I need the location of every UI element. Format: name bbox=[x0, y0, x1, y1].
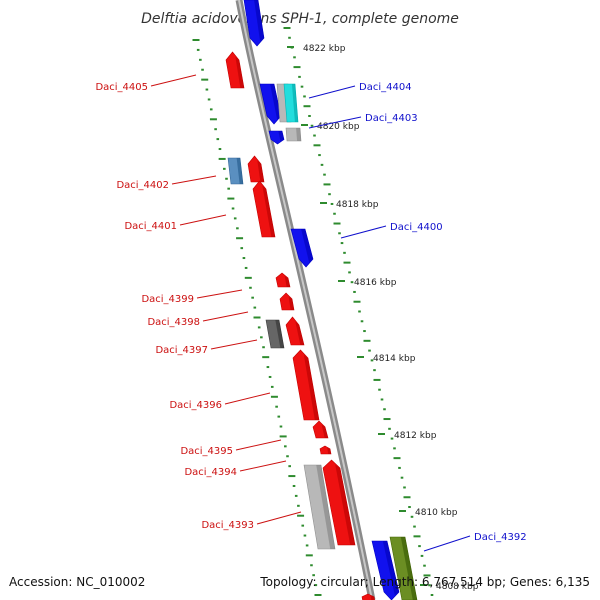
gene-daci-4404[interactable] bbox=[259, 83, 282, 125]
leader-line bbox=[308, 116, 362, 129]
kbp-label: 4810 kbp bbox=[415, 508, 458, 518]
kbp-label: 4818 kbp bbox=[336, 200, 379, 210]
gene-label-daci-4399[interactable]: Daci_4399 bbox=[141, 294, 194, 305]
gene-daci-4394[interactable] bbox=[322, 459, 356, 546]
topology-text: Topology: circular; Length: 6,767,514 bp… bbox=[259, 575, 590, 589]
leader-line bbox=[179, 214, 227, 226]
leader-line bbox=[171, 175, 217, 185]
gene-daci-4403-shade bbox=[278, 131, 284, 142]
gene-daci-4396[interactable] bbox=[292, 349, 320, 421]
leader-line bbox=[423, 535, 471, 552]
leader-line bbox=[256, 511, 302, 525]
gene-label-daci-4396[interactable]: Daci_4396 bbox=[169, 400, 222, 411]
gene-daci-4395[interactable] bbox=[312, 420, 329, 439]
gene-label-daci-4398[interactable]: Daci_4398 bbox=[147, 317, 200, 328]
gene-daci-4392-shade bbox=[382, 541, 399, 596]
gene-daci-4402-shade bbox=[236, 158, 243, 184]
gene-daci-4393[interactable] bbox=[303, 464, 336, 550]
gene-daci-4396-shade bbox=[303, 354, 319, 420]
leader-line bbox=[150, 74, 197, 87]
gene-label-daci-4400[interactable]: Daci_4400 bbox=[390, 222, 443, 233]
map-title: Delftia acidovorans SPH-1, complete geno… bbox=[141, 11, 459, 27]
gene-daci-4403b-shade bbox=[296, 128, 301, 141]
gene-label-daci-4393[interactable]: Daci_4393 bbox=[201, 520, 254, 531]
gene-daci-4402[interactable] bbox=[227, 157, 244, 185]
gene-daci-4401[interactable] bbox=[252, 180, 276, 238]
gene-bottom-red-shade bbox=[370, 595, 375, 600]
gene-daci-4394-shade bbox=[335, 464, 355, 545]
leader-line bbox=[235, 439, 282, 451]
gene-daci-4394a[interactable] bbox=[319, 445, 332, 455]
gene-daci-4399-shade bbox=[284, 275, 290, 287]
gene-features bbox=[225, 0, 418, 600]
gene-daci-4404c-shade bbox=[291, 84, 298, 122]
gene-daci-4394a-shade bbox=[327, 447, 331, 454]
gene-daci-4401-shade bbox=[262, 185, 275, 237]
kbp-label: 4808 kbp bbox=[436, 582, 479, 592]
tick-track-right bbox=[283, 27, 434, 596]
leader-line bbox=[196, 289, 243, 299]
gene-daci-4403[interactable] bbox=[268, 130, 285, 145]
gene-label-daci-4404[interactable]: Daci_4404 bbox=[359, 82, 412, 93]
gene-label-daci-4401[interactable]: Daci_4401 bbox=[124, 221, 177, 232]
gene-daci-4405[interactable] bbox=[225, 51, 245, 89]
kbp-label: 4812 kbp bbox=[394, 431, 437, 441]
gene-daci-4392[interactable] bbox=[371, 540, 400, 600]
gene-daci-4398[interactable] bbox=[279, 292, 295, 311]
gene-daci-4404-shade bbox=[270, 84, 281, 120]
gene-daci-4400-shade bbox=[301, 229, 313, 263]
gene-daci-4405-shade bbox=[235, 56, 244, 88]
gene-top-blue[interactable] bbox=[243, 0, 265, 47]
gene-label-daci-4402[interactable]: Daci_4402 bbox=[116, 180, 169, 191]
gene-daci-4397a[interactable] bbox=[265, 319, 285, 349]
kbp-scale: 4822 kbp 4820 kbp 4818 kbp 4816 kbp 4814 kbp… bbox=[287, 44, 479, 592]
leader-line bbox=[224, 392, 271, 405]
gene-daci-4398-shade bbox=[288, 296, 294, 310]
kbp-label: 4814 kbp bbox=[373, 354, 416, 364]
tick-track-left bbox=[192, 39, 322, 596]
gene-daci-4393-shade bbox=[316, 465, 335, 549]
label-leader-lines bbox=[150, 74, 471, 552]
leader-line bbox=[210, 339, 258, 350]
gene-daci-4399[interactable] bbox=[275, 272, 291, 288]
gene-daci-4395-shade bbox=[321, 424, 328, 438]
kbp-label: 4816 kbp bbox=[354, 278, 397, 288]
gene-daci-4402b[interactable] bbox=[247, 155, 265, 183]
gene-daci-4392b[interactable] bbox=[389, 536, 418, 600]
leader-line bbox=[340, 225, 387, 239]
gene-daci-4404c[interactable] bbox=[283, 83, 299, 123]
gene-daci-4397-shade bbox=[295, 321, 304, 345]
gene-labels: Daci_4405 Daci_4404 Daci_4403 Daci_4402 Daci… bbox=[95, 82, 526, 543]
accession-text: Accession: NC_010002 bbox=[9, 575, 145, 589]
leader-line bbox=[239, 460, 287, 472]
gene-label-daci-4395[interactable]: Daci_4395 bbox=[180, 446, 233, 457]
gene-daci-4402b-shade bbox=[257, 160, 264, 182]
gene-daci-4397[interactable] bbox=[285, 316, 305, 346]
genome-backbone-highlight bbox=[238, 0, 373, 600]
gene-top-blue-shade bbox=[254, 0, 264, 42]
kbp-label: 4820 kbp bbox=[317, 122, 360, 132]
gene-daci-4392b-shade bbox=[400, 537, 417, 600]
gene-daci-4397a-shade bbox=[275, 320, 284, 348]
gene-label-daci-4397[interactable]: Daci_4397 bbox=[155, 345, 208, 356]
gene-daci-4403b[interactable] bbox=[285, 127, 302, 142]
leader-line bbox=[202, 311, 249, 322]
gene-label-daci-4403[interactable]: Daci_4403 bbox=[365, 113, 418, 124]
gene-label-daci-4394[interactable]: Daci_4394 bbox=[184, 467, 237, 478]
kbp-label: 4822 kbp bbox=[303, 44, 346, 54]
gene-label-daci-4392[interactable]: Daci_4392 bbox=[474, 532, 527, 543]
gene-label-daci-4405[interactable]: Daci_4405 bbox=[95, 82, 148, 93]
leader-line bbox=[308, 85, 356, 99]
gene-daci-4400[interactable] bbox=[290, 228, 314, 268]
gene-bottom-red[interactable] bbox=[361, 593, 375, 600]
